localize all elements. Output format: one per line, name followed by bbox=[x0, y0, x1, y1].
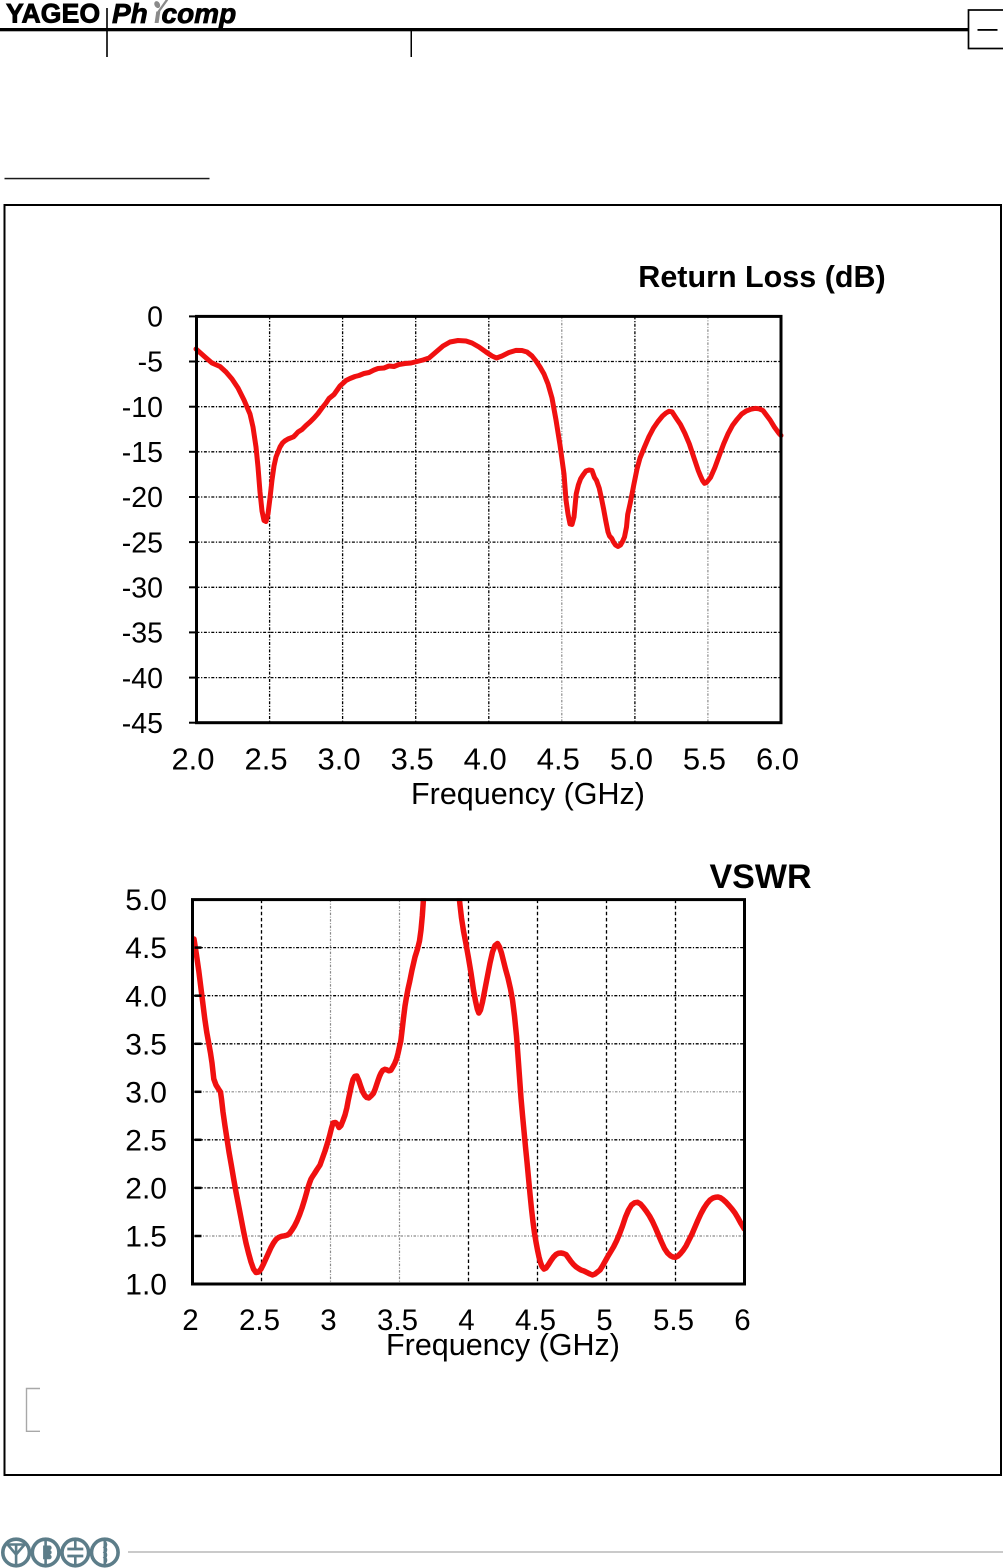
svg-text:-35: -35 bbox=[122, 618, 163, 650]
svg-text:3.0: 3.0 bbox=[125, 1076, 167, 1109]
svg-text:3: 3 bbox=[320, 1304, 336, 1337]
svg-text:4: 4 bbox=[458, 1304, 474, 1337]
svg-text:6.0: 6.0 bbox=[756, 742, 799, 777]
svg-text:Ph: Ph bbox=[112, 0, 148, 29]
svg-text:1.0: 1.0 bbox=[125, 1269, 167, 1302]
svg-text:YAGEO: YAGEO bbox=[6, 0, 100, 29]
svg-text:3.5: 3.5 bbox=[391, 742, 434, 777]
svg-text:-20: -20 bbox=[122, 482, 163, 514]
svg-text:5.0: 5.0 bbox=[610, 742, 653, 777]
svg-text:1.5: 1.5 bbox=[125, 1221, 167, 1254]
svg-text:2.0: 2.0 bbox=[125, 1173, 167, 1206]
svg-text:-45: -45 bbox=[122, 708, 163, 740]
svg-text:6: 6 bbox=[734, 1304, 750, 1337]
svg-text:VSWR: VSWR bbox=[710, 858, 812, 896]
svg-text:-5: -5 bbox=[138, 347, 163, 379]
svg-text:4.0: 4.0 bbox=[125, 980, 167, 1013]
svg-text:-25: -25 bbox=[122, 527, 163, 559]
svg-text:5.5: 5.5 bbox=[683, 742, 726, 777]
svg-text:4.5: 4.5 bbox=[515, 1304, 556, 1337]
svg-text:-10: -10 bbox=[122, 392, 163, 424]
svg-text:Frequency (GHz): Frequency (GHz) bbox=[386, 1328, 620, 1362]
svg-text:2: 2 bbox=[182, 1304, 198, 1337]
svg-text:-40: -40 bbox=[122, 663, 163, 695]
svg-text:2.5: 2.5 bbox=[125, 1124, 167, 1157]
svg-text:3.5: 3.5 bbox=[377, 1304, 418, 1337]
svg-text:4.0: 4.0 bbox=[464, 742, 507, 777]
svg-text:-15: -15 bbox=[122, 437, 163, 469]
svg-text:3.5: 3.5 bbox=[125, 1028, 167, 1061]
svg-text:2.5: 2.5 bbox=[245, 742, 288, 777]
svg-text:4.5: 4.5 bbox=[537, 742, 580, 777]
svg-text:Return Loss (dB): Return Loss (dB) bbox=[638, 260, 885, 294]
svg-text:5.5: 5.5 bbox=[653, 1304, 694, 1337]
svg-text:5.0: 5.0 bbox=[125, 884, 167, 917]
svg-text:-30: -30 bbox=[122, 573, 163, 605]
svg-text:2.0: 2.0 bbox=[171, 742, 214, 777]
svg-text:0: 0 bbox=[147, 302, 163, 334]
svg-text:5: 5 bbox=[596, 1304, 612, 1337]
svg-text:3.0: 3.0 bbox=[318, 742, 361, 777]
svg-text:comp: comp bbox=[162, 0, 237, 29]
svg-text:Frequency (GHz): Frequency (GHz) bbox=[411, 777, 645, 811]
svg-text:4.5: 4.5 bbox=[125, 932, 167, 965]
svg-text:2.5: 2.5 bbox=[239, 1304, 280, 1337]
